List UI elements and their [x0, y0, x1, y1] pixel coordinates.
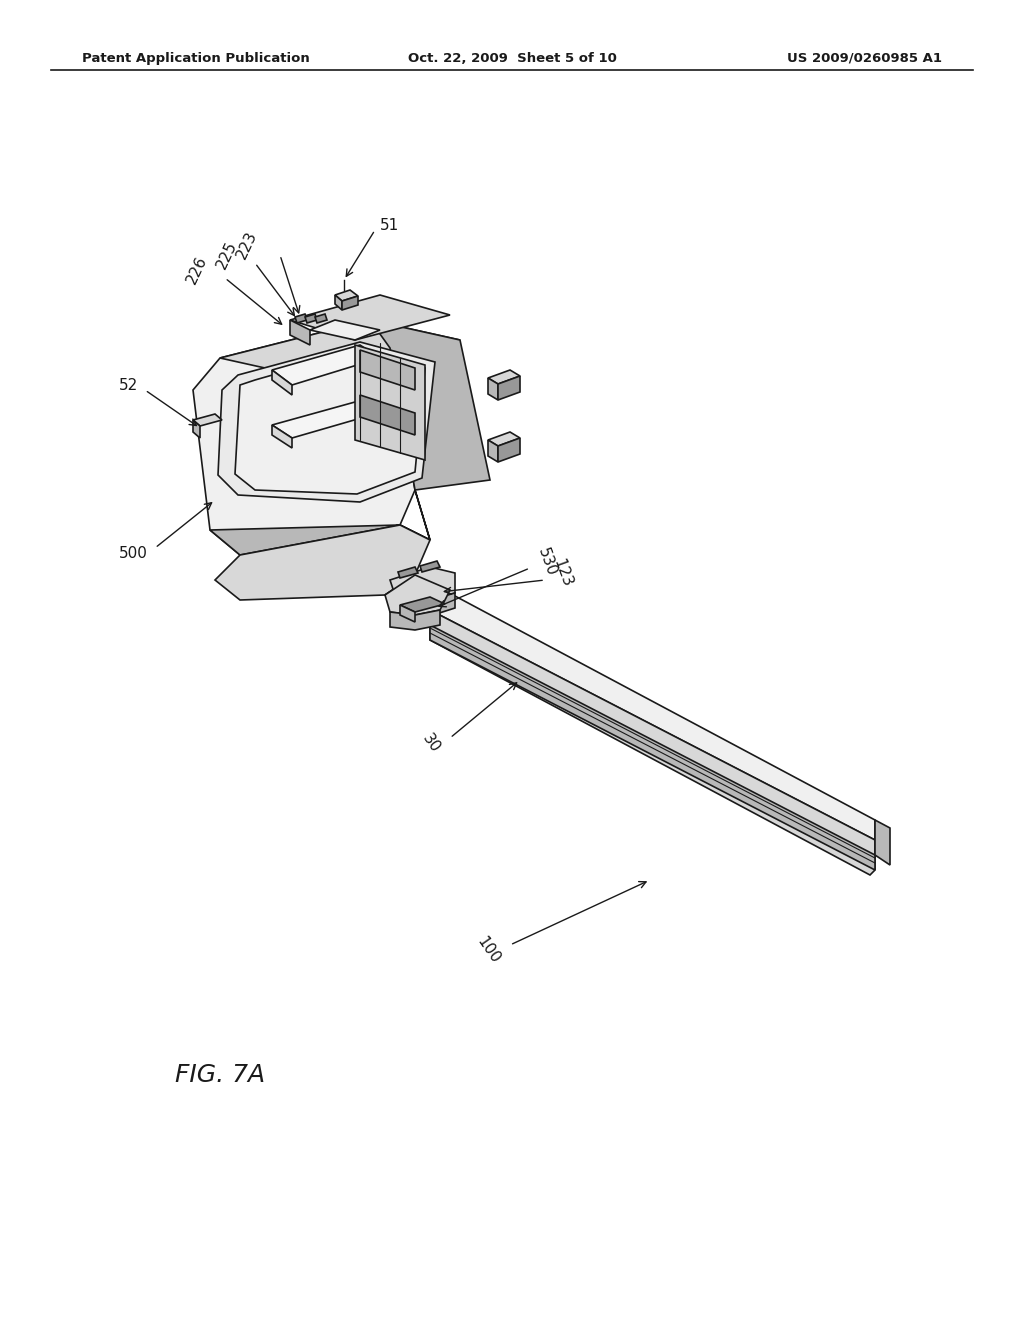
Polygon shape	[210, 490, 430, 554]
Polygon shape	[218, 342, 435, 502]
Polygon shape	[335, 290, 358, 301]
Text: 225: 225	[214, 239, 240, 271]
Text: 530: 530	[535, 545, 559, 578]
Text: 52: 52	[119, 378, 138, 392]
Polygon shape	[360, 395, 415, 436]
Polygon shape	[498, 376, 520, 400]
Text: 51: 51	[380, 218, 399, 232]
Polygon shape	[488, 432, 520, 446]
Polygon shape	[420, 561, 440, 572]
Polygon shape	[385, 576, 450, 620]
Text: 30: 30	[420, 731, 443, 755]
Polygon shape	[395, 587, 874, 840]
Polygon shape	[400, 605, 415, 622]
Polygon shape	[220, 319, 460, 378]
Polygon shape	[193, 319, 415, 554]
Polygon shape	[390, 568, 455, 601]
Polygon shape	[305, 314, 317, 323]
Polygon shape	[290, 294, 450, 341]
Polygon shape	[488, 378, 498, 400]
Polygon shape	[395, 601, 430, 624]
Polygon shape	[488, 440, 498, 462]
Polygon shape	[874, 820, 890, 865]
Polygon shape	[385, 576, 450, 615]
Polygon shape	[230, 350, 375, 405]
Polygon shape	[215, 525, 430, 601]
Text: 500: 500	[119, 545, 148, 561]
Polygon shape	[315, 314, 327, 323]
Polygon shape	[230, 411, 375, 465]
Polygon shape	[498, 438, 520, 462]
Polygon shape	[272, 345, 380, 385]
Polygon shape	[193, 414, 222, 426]
Text: 223: 223	[234, 228, 260, 261]
Polygon shape	[342, 296, 358, 310]
Polygon shape	[395, 593, 455, 616]
Polygon shape	[390, 610, 440, 630]
Text: Patent Application Publication: Patent Application Publication	[82, 51, 309, 65]
Polygon shape	[398, 568, 418, 578]
Text: US 2009/0260985 A1: US 2009/0260985 A1	[787, 51, 942, 65]
Text: Oct. 22, 2009  Sheet 5 of 10: Oct. 22, 2009 Sheet 5 of 10	[408, 51, 616, 65]
Polygon shape	[335, 294, 342, 310]
Polygon shape	[193, 420, 200, 438]
Text: FIG. 7A: FIG. 7A	[175, 1063, 265, 1086]
Polygon shape	[360, 350, 415, 389]
Polygon shape	[310, 319, 380, 341]
Polygon shape	[234, 350, 425, 494]
Polygon shape	[272, 403, 375, 438]
Polygon shape	[355, 345, 425, 459]
Polygon shape	[295, 314, 307, 323]
Text: 123: 123	[550, 557, 574, 589]
Polygon shape	[272, 370, 292, 395]
Polygon shape	[370, 319, 490, 490]
Polygon shape	[488, 370, 520, 384]
Polygon shape	[290, 319, 310, 345]
Text: 100: 100	[474, 933, 503, 966]
Polygon shape	[430, 624, 874, 870]
Polygon shape	[400, 597, 445, 612]
Text: 226: 226	[184, 253, 210, 286]
Polygon shape	[272, 425, 292, 447]
Polygon shape	[430, 610, 874, 875]
Polygon shape	[230, 380, 375, 436]
